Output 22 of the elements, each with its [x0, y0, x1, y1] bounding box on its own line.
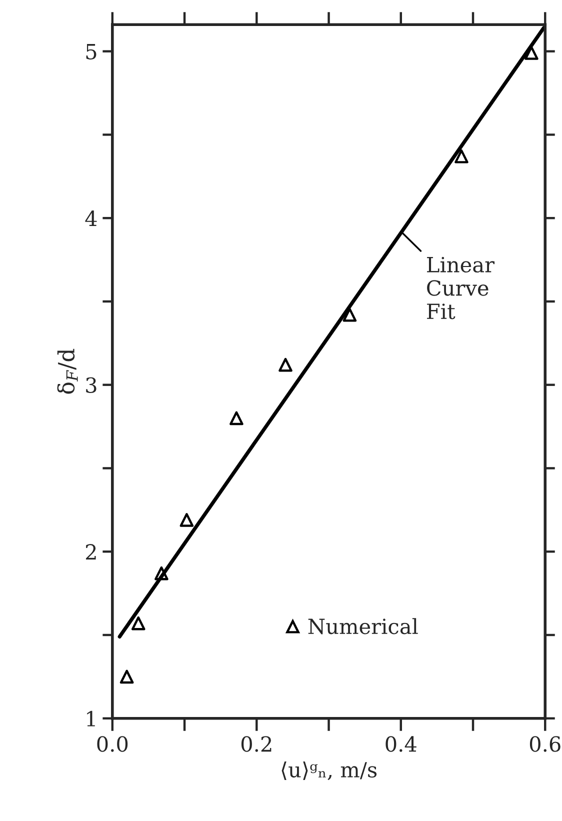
point: [120, 670, 134, 684]
y-axis-title: δ$_{F}$/d: [57, 348, 78, 394]
annotation: Linear Curve Fit: [427, 256, 495, 320]
point: [342, 308, 357, 322]
point: [131, 616, 146, 630]
x-tick-label: 0.0: [97, 736, 128, 752]
y-tick-label: 2: [86, 544, 96, 560]
point: [524, 46, 538, 60]
point: [278, 358, 292, 372]
point: [154, 566, 168, 580]
legend-label: Numerical: [308, 618, 418, 634]
point: [454, 149, 468, 164]
y-tick-label: 4: [85, 210, 97, 226]
point: [230, 411, 244, 426]
point: [180, 513, 194, 527]
x-tick-label: 0.2: [241, 736, 272, 752]
x-tick-label: 0.6: [530, 736, 560, 752]
y-tick-label: 3: [86, 377, 96, 394]
x-tick-label: 0.4: [386, 736, 416, 752]
y-tick-label: 5: [86, 44, 96, 60]
y-tick-label: 1: [87, 710, 95, 726]
x-axis-title: ⟨u⟩ᵍₙ, m/s: [282, 761, 377, 780]
